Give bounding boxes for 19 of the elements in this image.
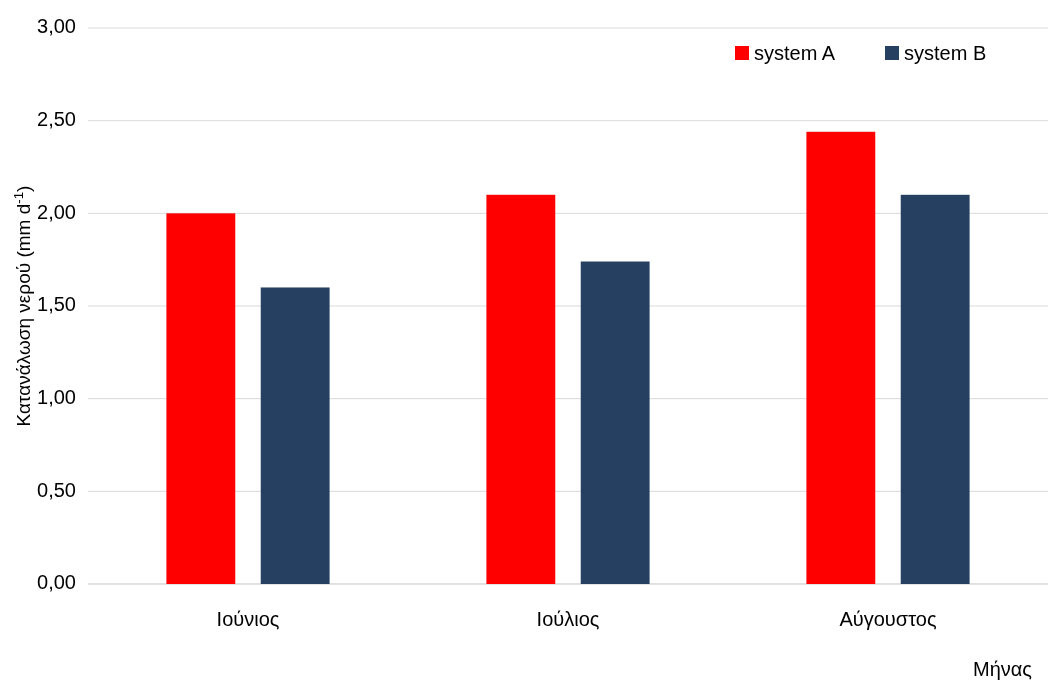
bar xyxy=(260,287,330,584)
y-tick-label: 0,50 xyxy=(37,478,76,501)
legend-label: system B xyxy=(904,42,987,64)
y-tick-label: 2,50 xyxy=(37,107,76,130)
bar xyxy=(580,261,650,584)
bar xyxy=(806,131,876,584)
x-tick-label: Ιούλιος xyxy=(536,608,600,630)
x-axis-title: Μήνας xyxy=(973,658,1033,680)
legend-label: system A xyxy=(754,42,836,64)
x-tick-label: Ιούνιος xyxy=(216,608,280,630)
y-tick-label: 3,00 xyxy=(37,15,76,38)
y-tick-label: 0,00 xyxy=(37,571,76,594)
bar xyxy=(900,194,970,584)
y-tick-label: 1,00 xyxy=(37,385,76,408)
x-tick-label: Αύγουστος xyxy=(839,608,937,630)
y-tick-label: 2,00 xyxy=(37,200,76,223)
bar xyxy=(486,194,556,584)
bar xyxy=(166,213,236,584)
y-tick-label: 1,50 xyxy=(37,293,76,316)
